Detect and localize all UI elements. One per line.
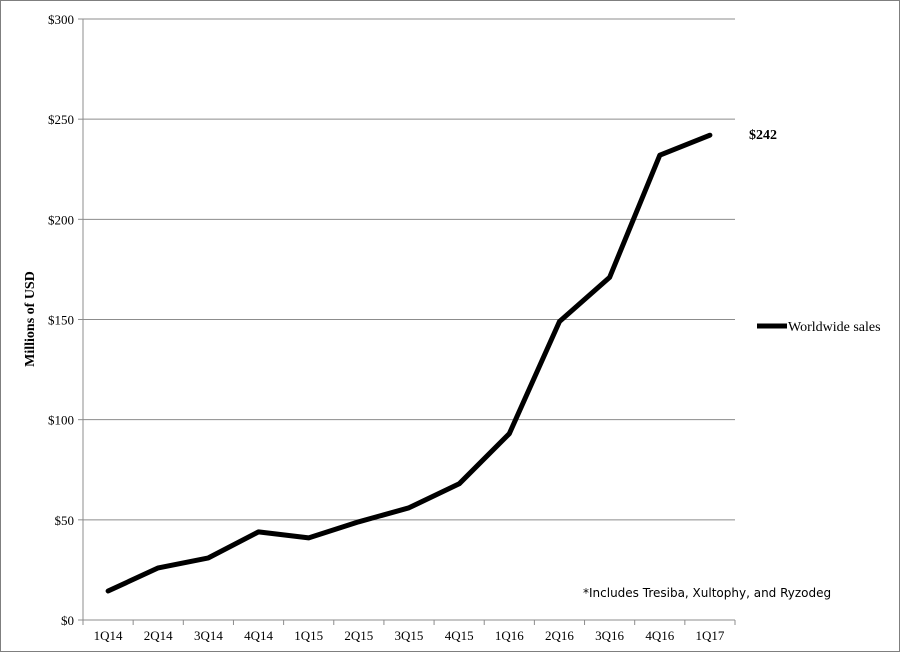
x-tick-label: 4Q14 bbox=[244, 628, 273, 643]
x-tick-label: 3Q14 bbox=[194, 628, 223, 643]
series-lines bbox=[105, 132, 713, 594]
y-tick-label: $0 bbox=[61, 613, 74, 628]
axes bbox=[78, 18, 736, 625]
y-tick-label: $50 bbox=[55, 513, 75, 528]
gridlines bbox=[83, 18, 735, 521]
x-tick-labels: 1Q14 2Q14 3Q14 4Q14 1Q15 2Q15 3Q15 4Q15 1Q16 2Q16… bbox=[94, 628, 725, 643]
y-tick-labels: $0 $50 $100 $150 $200 $250 $300 bbox=[48, 12, 74, 628]
x-tick-label: 1Q17 bbox=[695, 628, 724, 643]
x-tick-label: 2Q15 bbox=[344, 628, 373, 643]
x-tick-label: 2Q16 bbox=[545, 628, 574, 643]
x-tick-label: 4Q16 bbox=[645, 628, 674, 643]
legend-label: Worldwide sales bbox=[788, 320, 881, 335]
series-line bbox=[105, 132, 713, 594]
y-axis-label: Millions of USD bbox=[23, 271, 38, 367]
footnote: *Includes Tresiba, Xultophy, and Ryzodeg bbox=[583, 586, 831, 600]
x-tick-label: 1Q16 bbox=[495, 628, 524, 643]
x-tick-label: 2Q14 bbox=[144, 628, 173, 643]
y-tick-label: $150 bbox=[48, 313, 74, 328]
x-tick-label: 1Q14 bbox=[94, 628, 123, 643]
x-tick-label: 4Q15 bbox=[445, 628, 474, 643]
end-value-label: $242 bbox=[749, 128, 777, 143]
x-tick-label: 1Q15 bbox=[294, 628, 323, 643]
y-tick-label: $100 bbox=[48, 413, 74, 428]
y-tick-label: $250 bbox=[48, 112, 74, 127]
x-tick-label: 3Q16 bbox=[595, 628, 624, 643]
y-tick-label: $300 bbox=[48, 12, 74, 27]
legend: Worldwide sales bbox=[757, 320, 881, 335]
y-tick-label: $200 bbox=[48, 212, 74, 227]
x-tick-label: 3Q15 bbox=[395, 628, 424, 643]
